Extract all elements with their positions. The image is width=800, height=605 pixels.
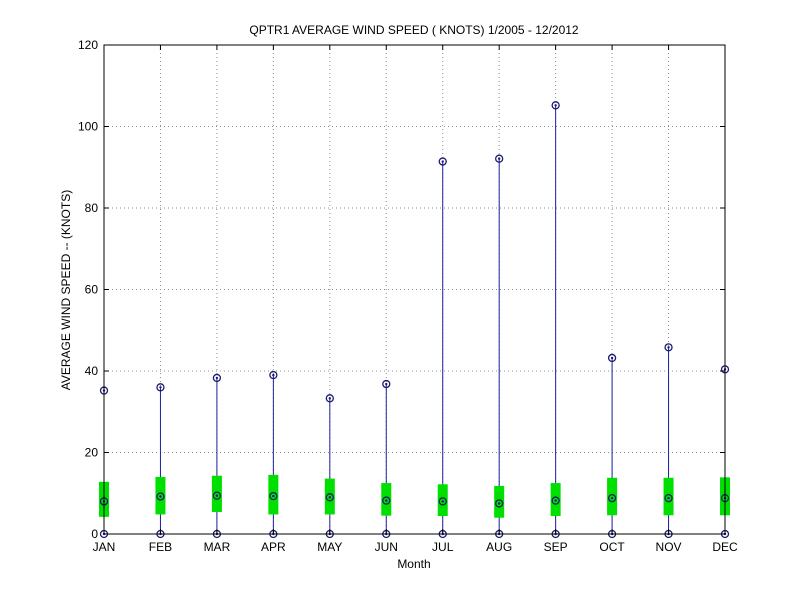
x-tick-label: AUG: [486, 540, 512, 554]
y-tick-label: 120: [78, 38, 98, 52]
median-marker-dot: [667, 496, 670, 500]
plot-area: [104, 45, 725, 534]
max-marker: [212, 373, 222, 383]
median-marker-ring: [607, 493, 617, 503]
median-marker-ring: [269, 491, 278, 501]
y-tick-label: 20: [85, 446, 99, 460]
median-marker-ring: [382, 496, 391, 505]
max-marker: [495, 154, 504, 163]
median-marker-dot: [328, 496, 332, 499]
median-marker-ring: [664, 493, 673, 503]
max-marker-dot: [441, 160, 444, 163]
max-marker-dot: [554, 104, 557, 107]
max-marker-ring: [438, 157, 447, 166]
max-marker: [551, 101, 560, 110]
max-marker: [382, 379, 391, 389]
median-marker-dot: [610, 496, 614, 500]
max-marker-ring: [212, 373, 222, 383]
max-marker: [269, 370, 278, 380]
median-marker: [551, 496, 560, 505]
median-marker-dot: [497, 502, 501, 505]
median-marker-ring: [156, 492, 165, 501]
max-marker-ring: [325, 394, 334, 403]
x-axis-label: Month: [397, 557, 430, 571]
max-marker-dot: [385, 382, 388, 386]
median-marker-dot: [554, 499, 557, 502]
x-tick-label: MAR: [204, 540, 231, 554]
max-marker-dot: [667, 346, 670, 349]
iqr-box: [211, 475, 222, 512]
x-tick-label: DEC: [712, 540, 738, 554]
max-marker-ring: [551, 101, 560, 110]
x-tick-label: MAY: [317, 540, 342, 554]
box-mar: [211, 373, 222, 539]
box-sep: [550, 101, 561, 539]
median-marker: [607, 493, 617, 503]
axis-ticks: 0 20 40 60 80 100 120 JAN FEB MAR APR MAY JUN JUL AUG S…: [78, 38, 738, 554]
x-tick-label: SEP: [544, 540, 568, 554]
iqr-box: [494, 485, 505, 518]
chart-title: QPTR1 AVERAGE WIND SPEED ( KNOTS) 1/2005…: [249, 23, 579, 37]
max-marker-dot: [215, 376, 219, 380]
iqr-box: [268, 474, 279, 515]
median-marker-ring: [438, 497, 447, 506]
median-marker-ring: [212, 491, 222, 500]
max-marker-dot: [328, 397, 332, 400]
median-marker: [156, 492, 165, 501]
x-tick-label: JAN: [93, 540, 116, 554]
max-marker: [607, 353, 617, 363]
max-marker: [156, 383, 165, 392]
box-jun: [381, 379, 392, 539]
iqr-box: [381, 483, 392, 516]
median-marker: [212, 491, 222, 500]
iqr-box: [437, 484, 448, 517]
max-marker: [664, 343, 673, 352]
box-jul: [437, 157, 448, 539]
max-marker-dot: [497, 157, 501, 160]
box-oct: [607, 353, 618, 539]
y-tick-label: 0: [91, 527, 98, 541]
median-marker: [325, 493, 334, 502]
box-nov: [663, 343, 674, 539]
max-marker: [438, 157, 447, 166]
median-marker-dot: [272, 494, 275, 498]
max-marker-ring: [382, 379, 391, 389]
max-marker-ring: [269, 370, 278, 380]
iqr-box: [607, 477, 618, 516]
median-marker-dot: [159, 495, 162, 498]
median-marker: [269, 491, 278, 501]
y-tick-label: 80: [85, 201, 99, 215]
max-marker-dot: [272, 373, 275, 377]
x-tick-label: FEB: [149, 540, 172, 554]
max-marker-ring: [495, 154, 504, 163]
max-marker-ring: [664, 343, 673, 352]
max-marker-ring: [156, 383, 165, 392]
x-tick-label: NOV: [656, 540, 682, 554]
max-marker-dot: [610, 356, 614, 360]
max-marker: [325, 394, 334, 403]
median-marker-dot: [441, 500, 444, 503]
x-tick-label: JUN: [375, 540, 398, 554]
median-marker-ring: [495, 499, 504, 508]
iqr-box: [663, 477, 674, 516]
max-marker-dot: [159, 386, 162, 389]
median-marker: [664, 493, 673, 503]
median-marker: [495, 499, 504, 508]
median-marker: [382, 496, 391, 505]
y-tick-label: 60: [85, 283, 99, 297]
y-tick-label: 100: [78, 120, 98, 134]
max-marker-ring: [607, 353, 617, 363]
x-tick-label: OCT: [599, 540, 625, 554]
y-axis-label: AVERAGE WIND SPEED -- (KNOTS): [59, 190, 73, 390]
median-marker-ring: [551, 496, 560, 505]
x-tick-label: JUL: [432, 540, 454, 554]
median-marker-dot: [215, 494, 219, 497]
x-tick-label: APR: [261, 540, 286, 554]
median-marker-ring: [325, 493, 334, 502]
median-marker: [438, 497, 447, 506]
median-marker-dot: [385, 499, 388, 502]
y-tick-label: 40: [85, 364, 99, 378]
